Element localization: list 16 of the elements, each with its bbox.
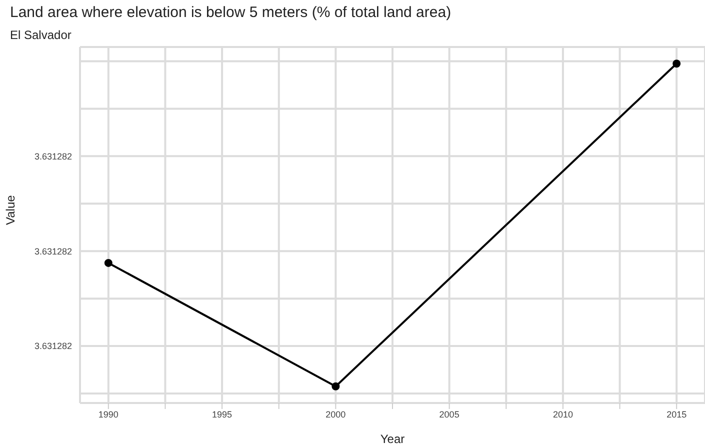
chart-subtitle: El Salvador — [10, 28, 72, 42]
point — [332, 382, 340, 390]
x-tick-label: 1995 — [212, 409, 232, 420]
point — [104, 258, 112, 267]
x-tick-label: 2000 — [326, 409, 346, 420]
x-tick-label: 2010 — [552, 409, 573, 420]
x-tick-label: 1990 — [98, 409, 118, 420]
point — [672, 60, 681, 68]
chart-title: Land area where elevation is below 5 meters (% of total land area) — [10, 4, 452, 21]
x-tick-label: 2015 — [666, 409, 687, 420]
y-tick-label: 3.631282 — [34, 341, 72, 352]
x-tick-label: 2005 — [439, 409, 460, 420]
x-axis-title: Year — [380, 432, 405, 445]
y-tick-label: 3.631282 — [34, 246, 72, 256]
y-axis-title: Value — [3, 194, 18, 225]
y-tick-label: 3.631282 — [34, 151, 72, 162]
